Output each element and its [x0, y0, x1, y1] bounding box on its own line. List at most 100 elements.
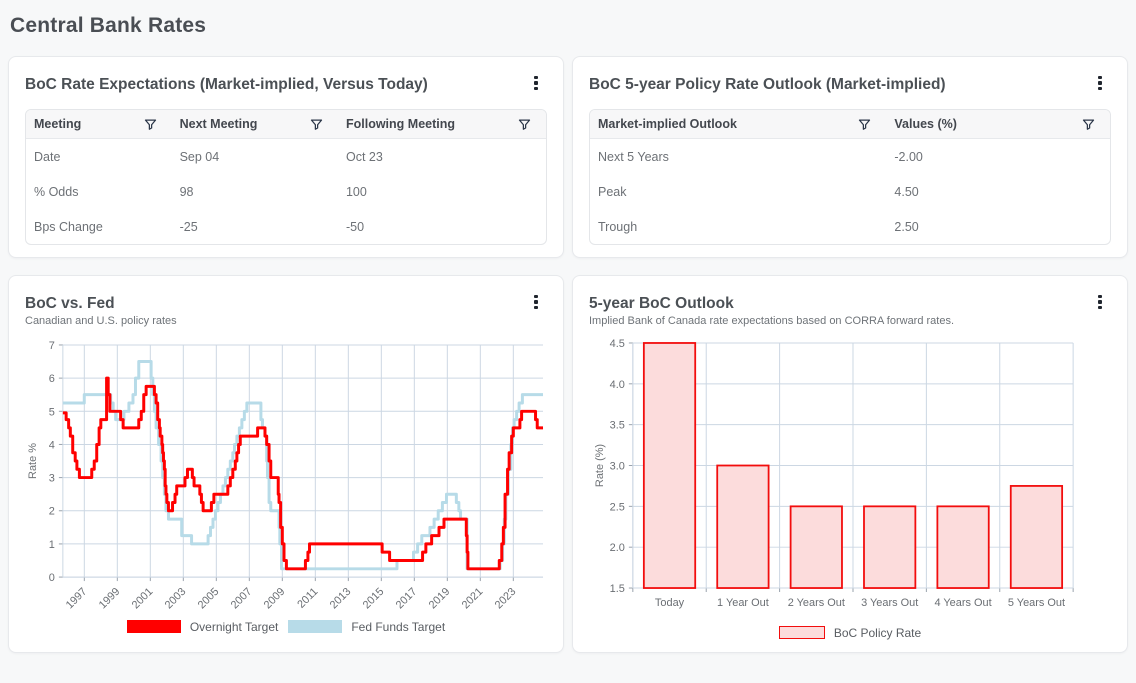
table-row: Peak 4.50: [590, 174, 1110, 209]
svg-text:1999: 1999: [97, 586, 123, 612]
svg-text:Rate (%): Rate (%): [594, 444, 606, 487]
table-cell: -50: [345, 219, 365, 234]
table-cell: % Odds: [34, 184, 79, 199]
page-title: Central Bank Rates: [10, 14, 207, 37]
legend-label: Fed Funds Target: [351, 619, 446, 634]
svg-text:2017: 2017: [394, 586, 420, 612]
card-title: BoC Rate Expectations (Market-implied, V…: [25, 76, 428, 93]
legend-swatch: [288, 620, 343, 634]
table-cell: Sep 04: [179, 149, 220, 164]
card-header: BoC Rate Expectations (Market-implied, V…: [25, 71, 547, 95]
svg-text:2003: 2003: [163, 586, 189, 612]
card-subtitle: Implied Bank of Canada rate expectations…: [589, 315, 955, 327]
line-chart-legend: Overnight Target Fed Funds Target: [25, 620, 547, 634]
svg-text:1 Year Out: 1 Year Out: [717, 597, 769, 609]
rate-expectations-table: Meeting Next Meeting Following Meeting D…: [25, 109, 547, 245]
line-chart: 0 1 2 3 4 5 6 7 1997 1999 2001 2003 2005 2007 2009 2011…: [27, 340, 544, 612]
svg-text:2.5: 2.5: [610, 501, 625, 513]
column-label: Market-implied Outlook: [598, 117, 737, 131]
svg-text:2023: 2023: [493, 586, 519, 612]
dashboard-grid: BoC Rate Expectations (Market-implied, V…: [8, 56, 1128, 653]
svg-text:3 Years Out: 3 Years Out: [861, 597, 918, 609]
svg-text:2019: 2019: [427, 586, 453, 612]
svg-text:2007: 2007: [229, 586, 255, 612]
svg-text:0: 0: [49, 572, 55, 584]
legend-label: Overnight Target: [189, 619, 279, 634]
table-cell: Peak: [598, 184, 627, 199]
card-header: 5-year BoC Outlook Implied Bank of Canad…: [589, 290, 1111, 331]
table-row: Next 5 Years -2.00: [590, 139, 1110, 174]
table-cell: Next 5 Years: [598, 149, 669, 164]
card-title: BoC 5-year Policy Rate Outlook (Market-i…: [589, 76, 946, 93]
funnel-icon[interactable]: [517, 117, 532, 132]
table-cell: Date: [34, 149, 61, 164]
svg-text:1.5: 1.5: [610, 583, 625, 595]
svg-text:4 Years Out: 4 Years Out: [934, 597, 991, 609]
svg-text:2: 2: [49, 506, 55, 518]
svg-text:2021: 2021: [460, 586, 486, 612]
funnel-icon[interactable]: [857, 117, 872, 132]
kebab-menu-icon[interactable]: [525, 71, 547, 95]
svg-text:2 Years Out: 2 Years Out: [788, 597, 845, 609]
table-cell: 2.50: [894, 219, 919, 234]
svg-text:3.0: 3.0: [610, 460, 625, 472]
svg-text:2001: 2001: [130, 586, 156, 612]
svg-text:2009: 2009: [262, 586, 288, 612]
kebab-menu-icon[interactable]: [1089, 71, 1111, 95]
table-row: Bps Change -25 -50: [26, 209, 546, 244]
funnel-icon[interactable]: [309, 117, 324, 132]
table-cell: Oct 23: [345, 149, 383, 164]
svg-text:2011: 2011: [295, 586, 320, 611]
svg-text:2015: 2015: [361, 586, 387, 612]
column-label: Following Meeting: [345, 117, 455, 131]
table-cell: -25: [179, 219, 198, 234]
legend-item-fed-funds-target: Fed Funds Target: [288, 620, 445, 634]
table-header-cell: Following Meeting: [338, 110, 546, 138]
kebab-menu-icon[interactable]: [525, 290, 547, 314]
card-boc-outlook: 5-year BoC Outlook Implied Bank of Canad…: [572, 275, 1128, 653]
table-row: Date Sep 04 Oct 23: [26, 139, 546, 174]
svg-text:7: 7: [49, 340, 55, 352]
funnel-icon[interactable]: [143, 117, 158, 132]
svg-text:1: 1: [49, 539, 55, 551]
card-rate-expectations: BoC Rate Expectations (Market-implied, V…: [8, 56, 564, 258]
svg-text:4: 4: [49, 439, 55, 451]
column-label: Next Meeting: [179, 117, 258, 131]
svg-text:4.0: 4.0: [610, 379, 625, 391]
table-cell: 4.50: [894, 184, 919, 199]
table-cell: Trough: [598, 219, 638, 234]
svg-text:6: 6: [49, 373, 55, 385]
svg-text:5 Years Out: 5 Years Out: [1008, 597, 1065, 609]
table-cell: 98: [179, 184, 194, 199]
svg-text:2013: 2013: [328, 586, 354, 612]
svg-text:1997: 1997: [64, 586, 90, 612]
svg-text:3: 3: [49, 473, 55, 485]
table-header-cell: Market-implied Outlook: [590, 110, 886, 138]
legend-swatch: [778, 626, 825, 640]
table-cell: 100: [345, 184, 367, 199]
legend-label: BoC Policy Rate: [833, 625, 922, 640]
svg-text:Today: Today: [655, 597, 685, 609]
funnel-icon[interactable]: [1081, 117, 1096, 132]
svg-text:5: 5: [49, 406, 55, 418]
column-label: Meeting: [34, 117, 82, 131]
bar-chart: 1.5 2.0 2.5 3.0 3.5 4.0 4.5 Rate (%) Today 1 Year…: [594, 338, 1074, 609]
card-title: BoC vs. Fed: [25, 295, 115, 312]
kebab-menu-icon[interactable]: [1089, 290, 1111, 314]
card-title: 5-year BoC Outlook: [589, 295, 734, 312]
legend-item-overnight-target: Overnight Target: [126, 619, 279, 634]
column-label: Values (%): [894, 117, 957, 131]
table-header-cell: Values (%): [886, 110, 1110, 138]
card-header: BoC vs. Fed Canadian and U.S. policy rat…: [25, 290, 547, 331]
table-header-row: Market-implied Outlook Values (%): [590, 110, 1110, 139]
policy-outlook-table: Market-implied Outlook Values (%) Next 5…: [589, 109, 1111, 245]
svg-text:2.0: 2.0: [610, 542, 625, 554]
card-subtitle: Canadian and U.S. policy rates: [25, 315, 177, 327]
card-policy-outlook: BoC 5-year Policy Rate Outlook (Market-i…: [572, 56, 1128, 258]
table-row: Trough 2.50: [590, 209, 1110, 244]
card-boc-vs-fed: BoC vs. Fed Canadian and U.S. policy rat…: [8, 275, 564, 653]
table-cell: -2.00: [894, 149, 923, 164]
svg-text:4.5: 4.5: [610, 338, 625, 350]
card-header: BoC 5-year Policy Rate Outlook (Market-i…: [589, 71, 1111, 95]
svg-text:3.5: 3.5: [610, 420, 625, 432]
